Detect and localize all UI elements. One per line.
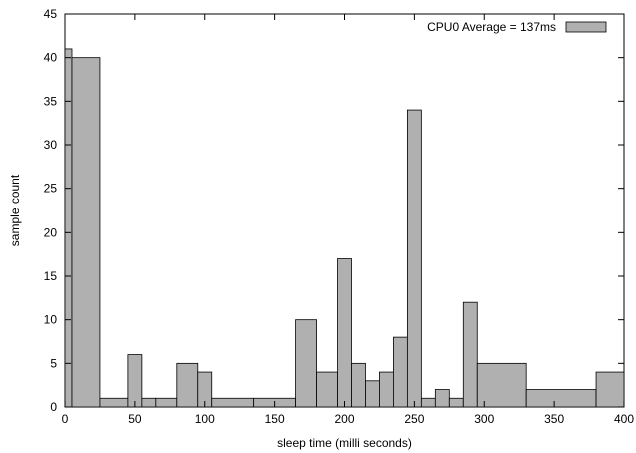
- bar-0: [64, 48, 73, 408]
- y-tick-label-10: 10: [44, 313, 58, 327]
- bar-22: [476, 362, 527, 408]
- y-tick-label-25: 25: [44, 182, 58, 196]
- legend-swatch: [565, 21, 607, 33]
- y-tick-label-40: 40: [44, 51, 58, 65]
- bar-14: [365, 380, 380, 408]
- x-tick-label-350: 350: [544, 412, 564, 426]
- x-tick-label-200: 200: [334, 412, 354, 426]
- y-tick-label-5: 5: [50, 356, 57, 370]
- bar-3: [127, 354, 143, 408]
- y-tick-label-30: 30: [44, 138, 58, 152]
- bar-11: [316, 371, 338, 408]
- bar-18: [420, 397, 436, 408]
- y-axis: 0 5 10 15 20 25 30 35 40 45: [44, 7, 624, 414]
- bar-10: [295, 319, 317, 408]
- bar-12: [337, 258, 352, 408]
- x-tick-label-0: 0: [62, 412, 69, 426]
- bars-group: [64, 48, 625, 408]
- x-tick-label-100: 100: [195, 412, 215, 426]
- x-axis: 0 50 100 150 200 250 300 350 400: [62, 14, 634, 426]
- bar-19: [434, 389, 450, 408]
- x-axis-title: sleep time (milli seconds): [277, 436, 412, 450]
- y-axis-title: sample count: [8, 174, 22, 246]
- bar-17: [406, 109, 422, 408]
- bar-4: [141, 397, 157, 408]
- bar-21: [462, 301, 478, 408]
- x-tick-label-250: 250: [404, 412, 424, 426]
- bar-24: [595, 371, 625, 408]
- bar-1: [71, 57, 101, 408]
- bar-6: [176, 362, 199, 408]
- y-tick-label-35: 35: [44, 94, 58, 108]
- bar-23: [525, 389, 597, 408]
- y-tick-label-20: 20: [44, 225, 58, 239]
- x-tick-label-300: 300: [474, 412, 494, 426]
- legend: CPU0 Average = 137ms: [427, 20, 607, 34]
- x-tick-label-400: 400: [614, 412, 634, 426]
- x-tick-label-50: 50: [128, 412, 142, 426]
- bar-13: [351, 362, 366, 408]
- bar-2: [99, 397, 129, 408]
- y-tick-label-15: 15: [44, 269, 58, 283]
- y-tick-label-0: 0: [50, 400, 57, 414]
- legend-label: CPU0 Average = 137ms: [427, 20, 556, 34]
- x-tick-label-150: 150: [265, 412, 285, 426]
- bar-16: [393, 336, 408, 408]
- bar-15: [379, 371, 394, 408]
- bar-20: [448, 397, 464, 408]
- bar-5: [155, 397, 178, 408]
- y-tick-label-45: 45: [44, 7, 58, 21]
- bar-8: [211, 397, 255, 408]
